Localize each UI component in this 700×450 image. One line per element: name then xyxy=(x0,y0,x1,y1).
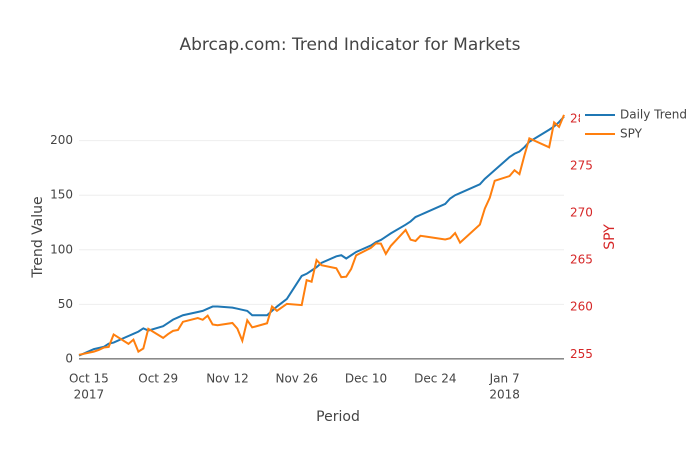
y2-axis-title: SPY xyxy=(602,224,618,250)
legend-box xyxy=(580,104,692,144)
y-tick-label: 200 xyxy=(50,133,73,147)
y-tick-label: 0 xyxy=(65,351,73,365)
x-tick-label: Nov 26 xyxy=(275,372,318,386)
x-axis-title: Period xyxy=(316,409,360,425)
x-tick-label: Oct 15 xyxy=(69,372,109,386)
legend-label: Daily Trend xyxy=(620,108,687,122)
series-line xyxy=(78,115,565,357)
x-tick-label: Jan 7 xyxy=(489,372,520,386)
series-line xyxy=(78,114,565,356)
x-tick-year: 2018 xyxy=(489,388,520,402)
legend: Daily Trend SPY xyxy=(580,104,692,144)
x-tick-label: Nov 12 xyxy=(206,372,249,386)
y-axis-title: Trend Value xyxy=(30,196,46,278)
y2-tick-label: 255 xyxy=(570,347,593,361)
y-tick-label: 50 xyxy=(58,297,73,311)
chart-title: Abrcap.com: Trend Indicator for Markets xyxy=(180,35,521,55)
y2-tick-label: 270 xyxy=(570,206,593,220)
y2-tick-label: 275 xyxy=(570,158,593,172)
y-tick-label: 100 xyxy=(50,242,73,256)
x-tick-label: Dec 10 xyxy=(345,372,387,386)
legend-label: SPY xyxy=(620,127,643,141)
y2-tick-label: 265 xyxy=(570,253,593,267)
x-tick-year: 2017 xyxy=(74,388,105,402)
y2-tick-label: 260 xyxy=(570,300,593,314)
x-tick-label: Oct 29 xyxy=(138,372,178,386)
y-tick-label: 150 xyxy=(50,188,73,202)
x-tick-label: Dec 24 xyxy=(414,372,456,386)
